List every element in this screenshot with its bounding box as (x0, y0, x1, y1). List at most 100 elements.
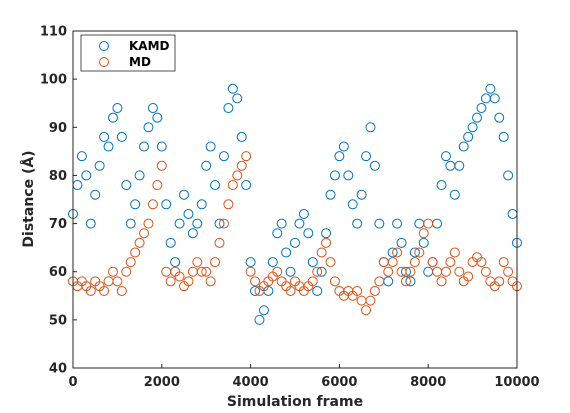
y-tick-label: 110 (40, 25, 67, 40)
data-point-kamd (472, 112, 483, 123)
data-point-md (236, 160, 247, 171)
data-point-kamd (343, 170, 354, 181)
data-point-md (369, 285, 380, 296)
data-point-md (125, 257, 136, 268)
x-tick-label: 2000 (144, 375, 180, 390)
data-point-md (423, 218, 434, 229)
data-point-kamd (361, 151, 372, 162)
data-point-kamd (116, 131, 127, 142)
data-point-md (427, 257, 438, 268)
data-point-kamd (436, 180, 447, 191)
data-point-md (352, 285, 363, 296)
data-point-kamd (285, 266, 296, 277)
data-point-kamd (232, 93, 243, 104)
legend: KAMD MD (80, 34, 176, 72)
data-point-kamd (179, 189, 189, 200)
data-point-kamd (396, 237, 407, 248)
data-point-md (387, 257, 398, 268)
data-point-kamd (165, 237, 176, 248)
data-point-md (107, 266, 118, 277)
data-point-md (165, 276, 176, 287)
data-point-kamd (250, 285, 261, 296)
data-point-md (241, 151, 252, 162)
data-point-kamd (192, 218, 203, 229)
data-point-kamd (463, 131, 474, 142)
data-point-md (312, 266, 323, 277)
data-point-kamd (401, 266, 411, 277)
data-point-kamd (458, 141, 469, 152)
data-point-kamd (374, 218, 385, 229)
y-tick-label: 100 (40, 73, 67, 88)
data-point-md (174, 271, 185, 282)
data-point-md (418, 228, 429, 239)
data-point-kamd (99, 131, 110, 142)
data-point-kamd (409, 247, 420, 258)
y-tick-label: 50 (49, 313, 67, 328)
data-point-md (116, 285, 127, 296)
data-point-kamd (170, 257, 181, 268)
data-point-md (476, 257, 487, 268)
data-point-kamd (183, 208, 194, 219)
data-point-kamd (272, 228, 283, 239)
data-point-md (454, 266, 465, 277)
data-point-md (205, 276, 216, 287)
data-point-kamd (418, 237, 429, 248)
x-tick-label: 0 (68, 375, 77, 390)
data-point-md (130, 247, 141, 258)
data-point-kamd (387, 247, 398, 258)
y-tick-label: 60 (49, 265, 67, 280)
data-point-kamd (210, 180, 221, 191)
data-point-md (316, 247, 327, 258)
data-point-md (329, 276, 340, 287)
data-point-kamd (161, 199, 172, 210)
data-point-md (121, 266, 132, 277)
axes-frame (72, 30, 518, 369)
data-point-kamd (236, 131, 247, 142)
y-axis-label: Distance (Å) (20, 150, 37, 247)
data-point-md (139, 228, 150, 239)
data-point-md (272, 266, 283, 277)
data-point-md (227, 180, 238, 191)
data-point-kamd (107, 112, 118, 123)
data-point-kamd (205, 141, 216, 152)
data-point-kamd (187, 228, 198, 239)
data-point-md (214, 237, 225, 248)
data-point-kamd (325, 189, 336, 200)
data-point-kamd (103, 141, 114, 152)
data-point-kamd (303, 228, 314, 239)
data-point-md (147, 199, 158, 210)
data-point-kamd (125, 218, 136, 229)
series-kamd (68, 83, 522, 325)
data-point-kamd (81, 170, 92, 181)
data-point-kamd (130, 199, 141, 210)
series-layer (68, 83, 522, 325)
data-point-kamd (139, 141, 150, 152)
data-point-kamd (218, 151, 229, 162)
data-point-md (223, 199, 234, 210)
data-point-kamd (147, 103, 158, 114)
data-point-md (232, 170, 243, 181)
data-point-md (449, 247, 460, 258)
data-point-kamd (316, 266, 327, 277)
data-point-kamd (267, 257, 278, 268)
data-point-md (325, 257, 336, 268)
data-point-kamd (152, 112, 163, 123)
data-point-kamd (227, 83, 238, 94)
data-point-md (307, 276, 318, 287)
data-point-kamd (405, 276, 416, 287)
data-point-kamd (90, 189, 101, 200)
data-point-md (201, 266, 212, 277)
data-point-md (374, 276, 385, 287)
data-point-kamd (454, 160, 465, 171)
data-point-md (503, 266, 514, 277)
data-point-kamd (440, 151, 451, 162)
data-point-kamd (245, 257, 256, 268)
data-point-md (143, 218, 154, 229)
legend-label-kamd: KAMD (129, 39, 170, 53)
x-tick-label: 6000 (321, 375, 357, 390)
series-md (68, 151, 522, 316)
data-point-kamd (485, 83, 496, 94)
data-point-md (383, 266, 394, 277)
data-point-md (99, 285, 110, 296)
x-tick-label: 8000 (410, 375, 446, 390)
